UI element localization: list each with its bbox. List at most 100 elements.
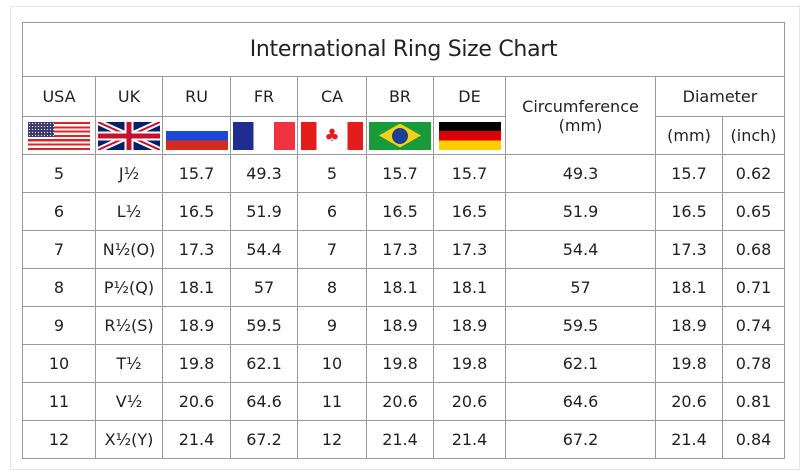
cell-de: 19.8	[433, 344, 506, 383]
cell-usa: 10	[22, 344, 96, 383]
uk-flag-icon	[98, 121, 160, 150]
cell-usa: 11	[22, 382, 96, 421]
header-uk: UK	[95, 76, 163, 117]
cell-fr: 54.4	[230, 230, 298, 269]
cell-de: 16.5	[433, 192, 506, 231]
cell-uk: N½(O)	[95, 230, 163, 269]
cell-diameter-inch: 0.81	[721, 382, 786, 421]
cell-diameter-mm: 17.3	[655, 230, 723, 269]
cell-ru: 20.6	[162, 382, 231, 421]
cell-br: 18.1	[366, 268, 434, 307]
cell-fr: 64.6	[230, 382, 298, 421]
cell-diameter-inch: 0.62	[721, 154, 786, 193]
cell-usa: 9	[22, 306, 96, 345]
table-row: 12 X½(Y) 21.4 67.2 12 21.4 21.4 67.2 21.4 0.84	[22, 420, 786, 459]
cell-br: 21.4	[366, 420, 434, 459]
cell-ca: 7	[297, 230, 367, 269]
cell-de: 15.7	[433, 154, 506, 193]
circumference-unit: (mm)	[558, 115, 603, 135]
cell-diameter-inch: 0.84	[721, 420, 786, 459]
germany-flag-icon	[438, 121, 501, 150]
cell-uk: J½	[95, 154, 163, 193]
germany-flag-cell	[433, 116, 506, 155]
cell-circumference-mm: 57	[505, 268, 656, 307]
cell-de: 17.3	[433, 230, 506, 269]
cell-de: 20.6	[433, 382, 506, 421]
table-row: 8 P½(Q) 18.1 57 8 18.1 18.1 57 18.1 0.71	[22, 268, 786, 307]
cell-uk: P½(Q)	[95, 268, 163, 307]
ring-size-table: International Ring Size Chart USA UK RU …	[21, 22, 786, 459]
russia-flag-cell	[162, 116, 231, 155]
header-ca: CA	[297, 76, 367, 117]
header-br: BR	[366, 76, 434, 117]
cell-diameter-mm: 18.9	[655, 306, 723, 345]
cell-uk: X½(Y)	[95, 420, 163, 459]
header-diameter-inch: (inch)	[721, 116, 786, 155]
cell-fr: 62.1	[230, 344, 298, 383]
brazil-flag-cell	[366, 116, 434, 155]
cell-circumference-mm: 67.2	[505, 420, 656, 459]
cell-diameter-mm: 16.5	[655, 192, 723, 231]
cell-usa: 7	[22, 230, 96, 269]
cell-br: 17.3	[366, 230, 434, 269]
cell-ca: 8	[297, 268, 367, 307]
cell-br: 16.5	[366, 192, 434, 231]
france-flag-cell	[230, 116, 298, 155]
cell-br: 20.6	[366, 382, 434, 421]
cell-usa: 8	[22, 268, 96, 307]
cell-ca: 10	[297, 344, 367, 383]
us-flag-icon	[28, 121, 90, 150]
table-row: 7 N½(O) 17.3 54.4 7 17.3 17.3 54.4 17.3 0.68	[22, 230, 786, 269]
cell-ru: 16.5	[162, 192, 231, 231]
cell-uk: L½	[95, 192, 163, 231]
circumference-label: Circumference	[522, 96, 639, 116]
cell-ru: 18.1	[162, 268, 231, 307]
cell-circumference-mm: 54.4	[505, 230, 656, 269]
cell-diameter-inch: 0.78	[721, 344, 786, 383]
cell-fr: 51.9	[230, 192, 298, 231]
table-row: 6 L½ 16.5 51.9 6 16.5 16.5 51.9 16.5 0.65	[22, 192, 786, 231]
chart-title: International Ring Size Chart	[21, 22, 786, 77]
cell-br: 19.8	[366, 344, 434, 383]
cell-ru: 15.7	[162, 154, 231, 193]
table-row: 11 V½ 20.6 64.6 11 20.6 20.6 64.6 20.6 0.81	[22, 382, 786, 421]
header-ru: RU	[162, 76, 231, 117]
header-diameter: Diameter	[654, 76, 786, 117]
header-de: DE	[433, 76, 506, 117]
russia-flag-icon	[165, 121, 228, 150]
table-row: 10 T½ 19.8 62.1 10 19.8 19.8 62.1 19.8 0.78	[22, 344, 786, 383]
cell-usa: 5	[22, 154, 96, 193]
cell-uk: R½(S)	[95, 306, 163, 345]
cell-uk: T½	[95, 344, 163, 383]
header-fr: FR	[230, 76, 298, 117]
cell-fr: 49.3	[230, 154, 298, 193]
cell-diameter-inch: 0.65	[721, 192, 786, 231]
header-usa: USA	[22, 76, 96, 117]
cell-de: 18.1	[433, 268, 506, 307]
cell-diameter-mm: 18.1	[655, 268, 723, 307]
cell-circumference-mm: 49.3	[505, 154, 656, 193]
cell-ru: 17.3	[162, 230, 231, 269]
cell-ca: 5	[297, 154, 367, 193]
cell-diameter-inch: 0.74	[721, 306, 786, 345]
cell-br: 15.7	[366, 154, 434, 193]
cell-diameter-mm: 19.8	[655, 344, 723, 383]
cell-circumference-mm: 51.9	[505, 192, 656, 231]
cell-circumference-mm: 62.1	[505, 344, 656, 383]
cell-circumference-mm: 64.6	[505, 382, 656, 421]
us-flag-cell	[22, 116, 96, 155]
cell-diameter-mm: 20.6	[655, 382, 723, 421]
cell-ru: 18.9	[162, 306, 231, 345]
cell-br: 18.9	[366, 306, 434, 345]
cell-diameter-mm: 21.4	[655, 420, 723, 459]
cell-ca: 12	[297, 420, 367, 459]
cell-diameter-inch: 0.68	[721, 230, 786, 269]
cell-ca: 9	[297, 306, 367, 345]
cell-de: 21.4	[433, 420, 506, 459]
cell-de: 18.9	[433, 306, 506, 345]
cell-ru: 21.4	[162, 420, 231, 459]
france-flag-icon	[233, 121, 295, 150]
header-circumference: Circumference (mm)	[505, 76, 656, 155]
cell-diameter-mm: 15.7	[655, 154, 723, 193]
table-row: 5 J½ 15.7 49.3 5 15.7 15.7 49.3 15.7 0.62	[22, 154, 786, 193]
